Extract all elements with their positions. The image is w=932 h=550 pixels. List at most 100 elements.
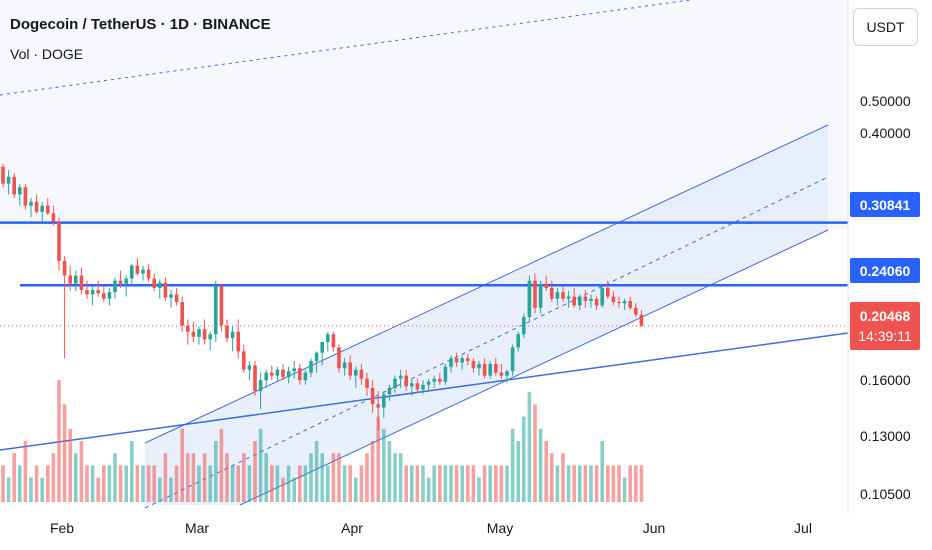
- volume-bar: [320, 453, 324, 502]
- volume-bar: [130, 441, 134, 502]
- candle-up: [169, 294, 173, 298]
- candle-up: [326, 334, 330, 343]
- volume-bar: [359, 465, 364, 502]
- volume-bar: [533, 404, 537, 502]
- volume-bar: [169, 477, 173, 502]
- volume-bar: [639, 465, 644, 502]
- candle-down: [219, 285, 224, 326]
- candle-up: [208, 334, 212, 340]
- candle-down: [370, 387, 375, 405]
- volume-bar: [29, 477, 33, 502]
- volume-bar: [628, 465, 632, 502]
- candle-up: [197, 329, 201, 337]
- currency-selector-button[interactable]: USDT: [853, 8, 918, 46]
- candle-down: [348, 362, 352, 376]
- candle-up: [107, 292, 112, 299]
- channel-background-shade: [0, 0, 848, 230]
- candle-up: [382, 394, 386, 408]
- candle-down: [438, 378, 442, 382]
- volume-bar: [382, 428, 386, 502]
- candle-up: [247, 365, 252, 370]
- candle-down: [617, 302, 621, 304]
- candle-up: [141, 269, 145, 274]
- volume-bar: [421, 465, 425, 502]
- volume-bar: [326, 465, 330, 502]
- volume-bar: [454, 465, 459, 502]
- candle-up: [527, 280, 532, 318]
- candle-up: [393, 378, 397, 388]
- bar-countdown: 14:39:11: [858, 328, 912, 344]
- candle-up: [398, 375, 403, 379]
- volume-bar: [158, 477, 162, 502]
- candle-up: [387, 387, 392, 395]
- candle-up: [505, 371, 509, 376]
- volume-bar: [471, 465, 476, 502]
- candle-down: [62, 260, 67, 276]
- candle-down: [253, 365, 257, 392]
- volume-bar: [79, 441, 84, 502]
- volume-bar: [225, 453, 229, 502]
- candle-up: [124, 278, 128, 284]
- candle-down: [365, 378, 369, 388]
- volume-bar: [516, 441, 520, 502]
- volume-bar: [505, 465, 509, 502]
- volume-bar: [152, 465, 156, 502]
- volume-bar: [410, 465, 414, 502]
- volume-bar: [51, 453, 56, 502]
- volume-bar: [583, 465, 588, 502]
- volume-bar: [236, 465, 240, 502]
- candle-up: [488, 363, 492, 376]
- volume-bar: [219, 428, 224, 502]
- volume-bar: [96, 477, 100, 502]
- volume-bar: [303, 465, 308, 502]
- volume-bar: [600, 441, 604, 502]
- candle-down: [152, 278, 156, 288]
- candle-down: [606, 287, 610, 297]
- volume-bar: [309, 453, 313, 502]
- candle-down: [174, 294, 179, 303]
- candle-up: [130, 265, 134, 279]
- volume-bars: [1, 380, 644, 502]
- volume-bar: [348, 465, 352, 502]
- candle-up: [421, 384, 425, 390]
- volume-bar: [90, 465, 95, 502]
- candle-down: [34, 201, 39, 212]
- volume-bar: [337, 453, 341, 502]
- volume-bar: [589, 465, 593, 502]
- volume-bar: [214, 441, 218, 502]
- volume-bar: [102, 465, 106, 502]
- candle-up: [40, 205, 44, 212]
- volume-bar: [354, 477, 358, 502]
- price-tick: 0.40000: [860, 125, 911, 141]
- time-tick: Apr: [341, 520, 363, 536]
- volume-bar: [253, 441, 257, 502]
- candle-down: [79, 275, 84, 291]
- level-price-tag: 0.24060: [850, 258, 920, 283]
- candle-up: [275, 369, 280, 376]
- candle-down: [634, 307, 638, 315]
- candles: [1, 163, 644, 431]
- volume-bar: [550, 453, 554, 502]
- volume-bar: [594, 465, 599, 502]
- candle-down: [202, 329, 207, 340]
- volume-bar: [482, 465, 487, 502]
- candle-down: [359, 369, 364, 379]
- volume-bar: [370, 441, 375, 502]
- volume-bar: [141, 465, 145, 502]
- volume-bar: [135, 465, 140, 502]
- candle-up: [6, 176, 11, 184]
- price-tick: 0.10500: [860, 486, 911, 502]
- channel-mid-line: [144, 176, 829, 509]
- volume-bar: [124, 465, 128, 502]
- time-tick: Jun: [642, 520, 666, 536]
- volume-bar: [376, 416, 380, 502]
- candle-down: [180, 302, 184, 326]
- candle-down: [270, 372, 274, 376]
- price-tick: 0.16000: [860, 372, 911, 388]
- candle-down: [242, 351, 246, 370]
- candle-up: [449, 358, 453, 367]
- chart-title: Dogecoin / TetherUS · 1D · BINANCE: [10, 16, 271, 33]
- volume-bar: [488, 465, 492, 502]
- volume-bar: [544, 441, 548, 502]
